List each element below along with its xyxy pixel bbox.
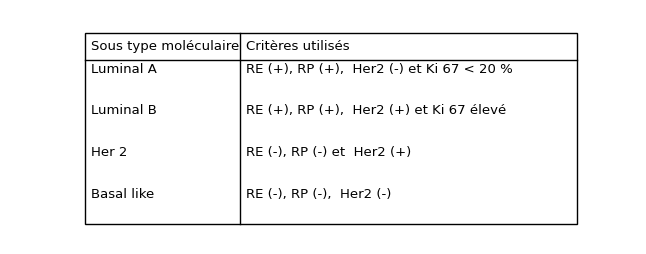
Text: Critères utilisés: Critères utilisés	[246, 40, 349, 53]
Text: RE (-), RP (-),  Her2 (-): RE (-), RP (-), Her2 (-)	[246, 188, 391, 201]
Text: RE (+), RP (+),  Her2 (+) et Ki 67 élevé: RE (+), RP (+), Her2 (+) et Ki 67 élevé	[246, 104, 506, 117]
Text: Her 2: Her 2	[90, 146, 127, 159]
Text: RE (-), RP (-) et  Her2 (+): RE (-), RP (-) et Her2 (+)	[246, 146, 412, 159]
Text: Sous type moléculaire: Sous type moléculaire	[90, 40, 239, 53]
Text: Basal like: Basal like	[90, 188, 154, 201]
Text: Luminal B: Luminal B	[90, 104, 156, 117]
Text: Luminal A: Luminal A	[90, 63, 156, 76]
Text: RE (+), RP (+),  Her2 (-) et Ki 67 < 20 %: RE (+), RP (+), Her2 (-) et Ki 67 < 20 %	[246, 63, 513, 76]
